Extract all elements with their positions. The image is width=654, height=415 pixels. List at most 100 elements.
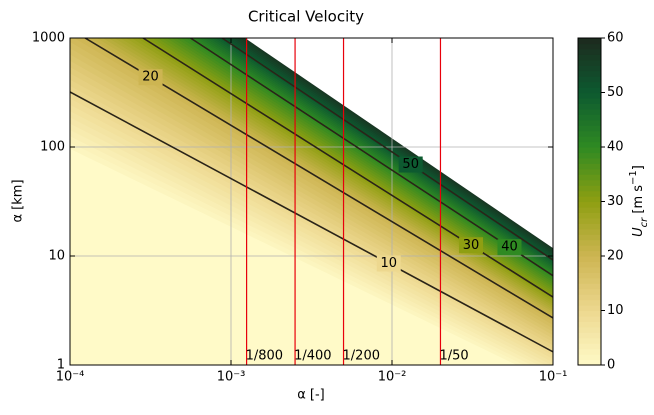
colorbar-band (578, 190, 601, 197)
cbar-label-symbol: U (631, 227, 646, 237)
colorbar-band (578, 130, 601, 137)
contour-label-gap (497, 239, 522, 256)
colorbar-band (578, 70, 601, 77)
x-tick-label: 10⁻¹ (539, 370, 568, 385)
colorbar-band (578, 212, 601, 219)
colorbar-band (578, 43, 601, 50)
colorbar-band (578, 299, 601, 306)
colorbar-band (578, 326, 601, 333)
colorbar-band (578, 125, 601, 132)
y-tick-label: 10 (48, 249, 65, 264)
colorbar-band (578, 217, 601, 224)
colorbar-band (578, 114, 601, 121)
colorbar-tick-label: 20 (607, 249, 624, 264)
colorbar-band (578, 59, 601, 66)
colorbar-band (578, 38, 601, 45)
x-tick-label: 10⁻³ (217, 370, 246, 385)
y-tick-label: 1000 (32, 31, 65, 46)
cbar-label-close: ] (631, 165, 646, 170)
colorbar-band (578, 97, 601, 104)
cbar-label-sup: −1 (628, 170, 639, 185)
colorbar-band (578, 310, 601, 317)
contour-line (70, 91, 553, 353)
colorbar-band (578, 266, 601, 273)
colorbar-band (578, 163, 601, 170)
cbar-label-sub: cr (639, 217, 650, 227)
colorbar-band (578, 288, 601, 295)
reference-label: 1/50 (439, 349, 468, 364)
colorbar-band (578, 147, 601, 154)
y-tick-label: 100 (40, 140, 65, 155)
y-axis-label: α [km] (11, 179, 26, 222)
y-tick-label: 1 (57, 358, 65, 373)
colorbar-band (578, 65, 601, 72)
overlay-layer: 1/800 1/400 1/200 1/50 10⁻⁴ 10⁻³ 10⁻² 10⁻¹ 1 10 10… (32, 31, 624, 385)
colorbar-band (578, 256, 601, 263)
colorbar-band (578, 359, 601, 366)
cbar-label-unit: [m s (631, 185, 646, 218)
colorbar-band (578, 108, 601, 115)
colorbar-band (578, 119, 601, 126)
colorbar-band (578, 81, 601, 88)
contour-label-gap (376, 255, 401, 272)
fill-layer: 10 20 30 40 50 (70, 38, 553, 365)
contour-label: 10 (381, 256, 398, 271)
colorbar-label: Ucr [m s−1] (628, 165, 650, 237)
chart-title: Critical Velocity (248, 8, 364, 26)
colorbar-band (578, 201, 601, 208)
contour-line (221, 38, 553, 261)
colorbar-band (578, 54, 601, 61)
colorbar-band (578, 332, 601, 339)
colorbar-band (578, 272, 601, 279)
colorbar-band (578, 250, 601, 257)
x-axis-label: α [-] (297, 388, 325, 403)
colorbar-band (578, 239, 601, 246)
colorbar-band (578, 223, 601, 230)
contour-label-gap (138, 69, 163, 86)
colorbar-band (578, 315, 601, 322)
reference-label: 1/400 (294, 349, 331, 364)
colorbar-band (578, 179, 601, 186)
colorbar-band (578, 245, 601, 252)
colorbar-band (578, 76, 601, 83)
contour-label-gap (398, 156, 423, 173)
colorbar-band (578, 234, 601, 241)
x-tick-label: 10⁻⁴ (56, 370, 85, 385)
colorbar-band (578, 92, 601, 99)
colorbar-band (578, 196, 601, 203)
colorbar-band (578, 152, 601, 159)
contour-line (84, 38, 553, 319)
x-tick-label: 10⁻² (378, 370, 407, 385)
colorbar-band (578, 168, 601, 175)
colorbar-band (578, 261, 601, 268)
colorbar-band (578, 174, 601, 181)
colorbar-band (578, 48, 601, 55)
colorbar-tick-label: 50 (607, 85, 624, 100)
reference-label: 1/800 (246, 349, 283, 364)
colorbar-tick-label: 40 (607, 140, 624, 155)
contour-line (190, 38, 553, 277)
colorbar-band (578, 136, 601, 143)
colorbar-band (578, 294, 601, 301)
plot-frame (69, 37, 554, 366)
colorbar-band (578, 337, 601, 344)
colorbar-tick-label: 0 (607, 358, 615, 373)
colorbar-band (578, 348, 601, 355)
contour-label: 40 (501, 240, 518, 255)
colorbar-band (578, 157, 601, 164)
colorbar-band (578, 103, 601, 110)
contour-label: 30 (463, 238, 480, 253)
contour-label-gap (458, 237, 483, 254)
colorbar-tick-label: 10 (607, 303, 624, 318)
colorbar-band (578, 305, 601, 312)
colorbar-band (578, 185, 601, 192)
colorbar-band (578, 277, 601, 284)
colorbar-band (578, 343, 601, 350)
colorbar-band (578, 206, 601, 213)
colorbar-band (578, 321, 601, 328)
reference-label: 1/200 (343, 349, 380, 364)
colorbar-band (578, 283, 601, 290)
contour-line (142, 38, 553, 298)
colorbar-band (578, 87, 601, 94)
